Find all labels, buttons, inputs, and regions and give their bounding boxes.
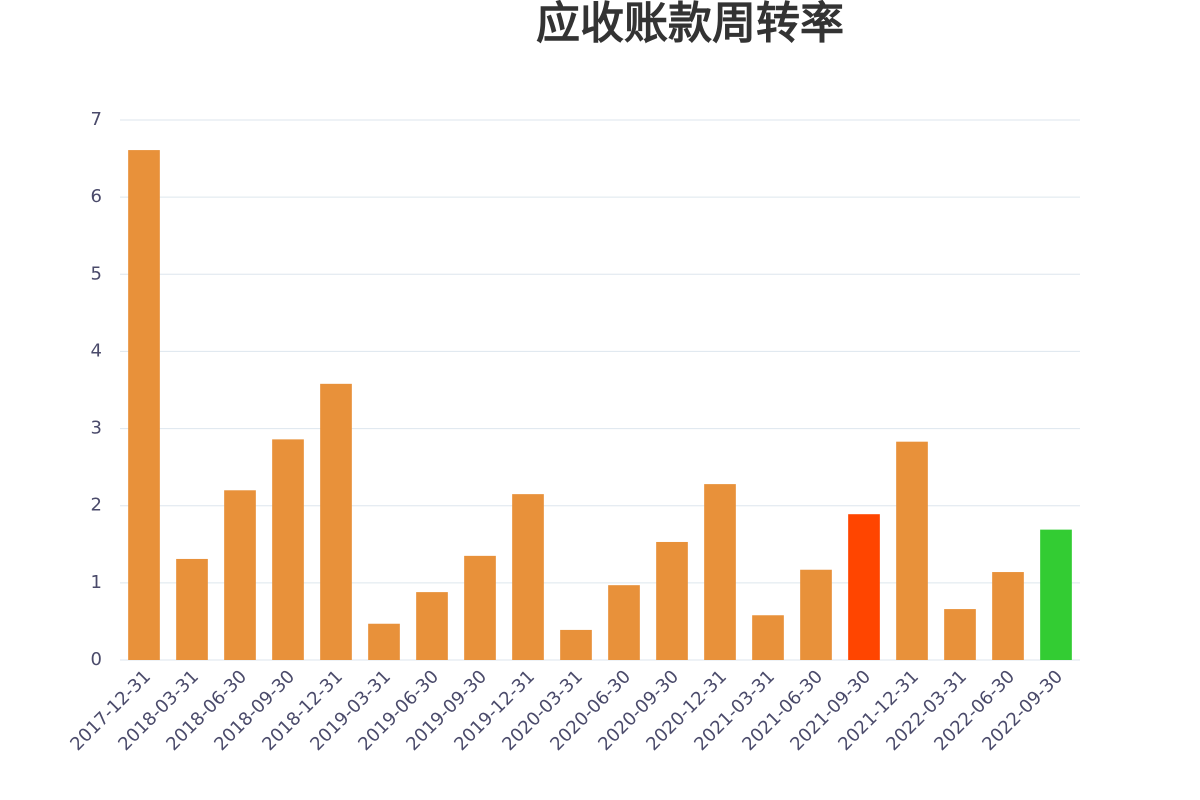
bar	[512, 494, 544, 660]
bar	[320, 383, 352, 660]
bar	[704, 484, 736, 660]
y-tick-label: 6	[91, 186, 102, 207]
y-tick-label: 3	[91, 418, 102, 439]
bar	[896, 441, 928, 660]
bar	[608, 585, 640, 660]
bar	[128, 150, 160, 661]
chart-title: 应收账款周转率	[536, 0, 844, 49]
bar	[224, 490, 256, 660]
bar	[656, 541, 688, 660]
bar	[944, 609, 976, 660]
bar	[800, 569, 832, 660]
y-tick-label: 7	[91, 109, 102, 130]
y-tick-label: 1	[91, 572, 102, 593]
bar	[176, 558, 208, 660]
bar	[272, 439, 304, 660]
bar	[368, 623, 400, 660]
bar	[416, 592, 448, 660]
y-tick-label: 2	[91, 495, 102, 516]
y-tick-label: 4	[91, 340, 102, 361]
bar	[992, 572, 1024, 660]
bar	[752, 615, 784, 660]
bar	[560, 629, 592, 660]
y-tick-label: 5	[91, 263, 102, 284]
bar	[848, 514, 880, 660]
y-tick-label: 0	[91, 649, 102, 670]
bar	[464, 555, 496, 660]
bar	[1040, 529, 1072, 660]
